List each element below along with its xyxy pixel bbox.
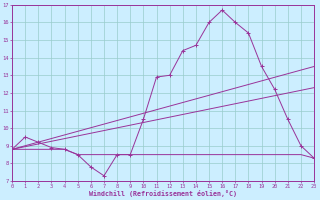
X-axis label: Windchill (Refroidissement éolien,°C): Windchill (Refroidissement éolien,°C)	[89, 190, 237, 197]
